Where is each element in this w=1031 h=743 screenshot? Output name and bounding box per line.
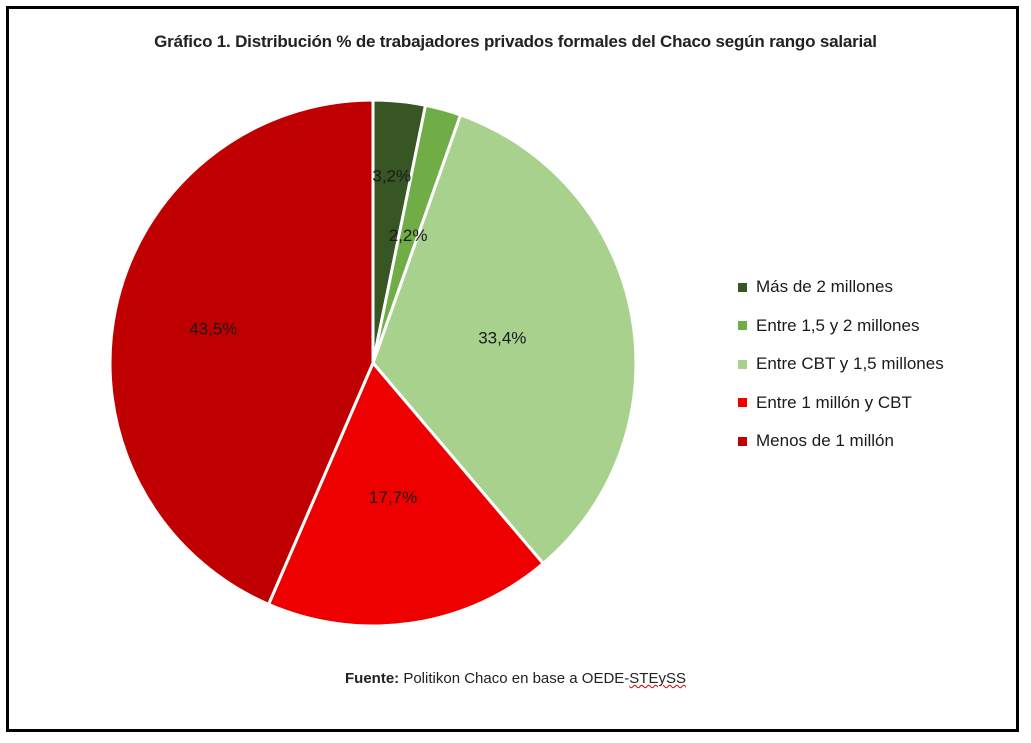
data-label-3: 33,4% [478, 329, 526, 348]
legend-swatch [738, 398, 747, 408]
legend-swatch [738, 359, 747, 369]
legend-label: Entre 1,5 y 2 millones [756, 315, 920, 335]
source-text: Politikon Chaco en base a OEDE- [399, 670, 630, 687]
data-label-2: 2,2% [389, 226, 428, 245]
legend-swatch [738, 436, 747, 446]
pie-slice-5 [108, 98, 375, 607]
legend-item-4: Entre 1 millón y CBT [738, 384, 944, 423]
legend-item-5: Menos de 1 millón [738, 422, 944, 461]
legend-item-1: Más de 2 millones [738, 268, 944, 307]
chart-legend: Más de 2 millones Entre 1,5 y 2 millones E… [738, 268, 944, 461]
legend-swatch [738, 321, 747, 331]
chart-source: Fuente: Politikon Chaco en base a OEDE-S… [0, 670, 1031, 687]
data-label-4: 17,7% [369, 488, 417, 507]
source-prefix: Fuente: [345, 670, 400, 687]
source-underlined-text: STEySS [629, 670, 686, 687]
data-label-5: 43,5% [189, 319, 237, 338]
pie-slice-3 [371, 113, 638, 566]
chart-title: Gráfico 1. Distribución % de trabajadore… [154, 32, 877, 51]
legend-label: Entre 1 millón y CBT [756, 392, 912, 412]
legend-label: Entre CBT y 1,5 millones [756, 354, 944, 374]
legend-label: Más de 2 millones [756, 277, 894, 297]
pie-slice-4 [266, 360, 546, 628]
data-label-1: 3,2% [372, 167, 411, 186]
legend-item-2: Entre 1,5 y 2 millones [738, 307, 944, 346]
legend-label: Menos de 1 millón [756, 431, 894, 451]
legend-item-3: Entre CBT y 1,5 millones [738, 345, 944, 384]
legend-swatch [738, 282, 747, 292]
